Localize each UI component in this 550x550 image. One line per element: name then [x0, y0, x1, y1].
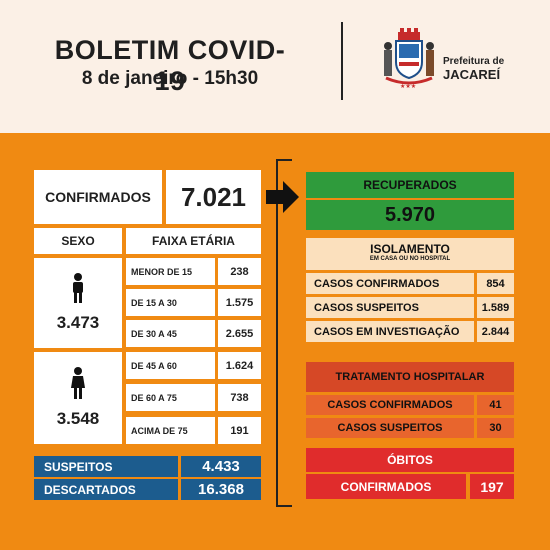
isolamento-row-value: 854 — [477, 273, 514, 294]
recuperados-value: 5.970 — [306, 200, 514, 230]
sexo-header: SEXO — [34, 228, 122, 254]
female-icon — [71, 367, 85, 399]
arrow-right-icon — [266, 190, 284, 204]
suspeitos-label: SUSPEITOS — [34, 456, 178, 477]
isolamento-row-label: CASOS EM INVESTIGAÇÃO — [306, 321, 474, 342]
age-row-value: 738 — [218, 384, 261, 411]
logo-line-2: JACAREÍ — [443, 67, 501, 82]
age-row-label: MENOR DE 15 — [126, 258, 215, 285]
age-row-value: 191 — [218, 417, 261, 444]
confirmados-value: 7.021 — [166, 170, 261, 224]
male-value: 3.473 — [56, 313, 100, 332]
descartados-value: 16.368 — [181, 479, 261, 500]
obitos-value: 197 — [470, 474, 514, 499]
header-banner: BOLETIM COVID-19 8 de janeiro - 15h30 ★★… — [0, 0, 550, 133]
logo-line-1: Prefeitura de — [443, 56, 505, 67]
age-row-label: DE 30 A 45 — [126, 320, 215, 347]
faixa-etaria-header: FAIXA ETÁRIA — [126, 228, 261, 254]
age-row-label: ACIMA DE 75 — [126, 417, 215, 444]
svg-text:★★★: ★★★ — [400, 83, 416, 90]
male-icon — [73, 273, 83, 303]
isolamento-header: ISOLAMENTO EM CASA OU NO HOSPITAL — [306, 238, 514, 270]
tratamento-row-label: CASOS CONFIRMADOS — [306, 395, 474, 415]
age-row-value: 1.624 — [218, 352, 261, 379]
tratamento-header: TRATAMENTO HOSPITALAR — [306, 362, 514, 392]
obitos-header: ÓBITOS — [306, 448, 514, 472]
isolamento-row-value: 2.844 — [477, 321, 514, 342]
obitos-label: CONFIRMADOS — [306, 474, 466, 499]
age-row-label: DE 15 A 30 — [126, 289, 215, 316]
header-divider — [341, 22, 343, 100]
age-row-label: DE 45 A 60 — [126, 352, 215, 379]
tratamento-row-value: 41 — [477, 395, 514, 415]
city-crest-icon: ★★★ — [384, 28, 434, 90]
age-row-value: 2.655 — [218, 320, 261, 347]
page-subtitle: 8 de janeiro - 15h30 — [81, 68, 259, 89]
isolamento-subtitle: EM CASA OU NO HOSPITAL — [369, 256, 451, 262]
age-row-label: DE 60 A 75 — [126, 384, 215, 411]
right-bracket — [276, 159, 292, 507]
confirmados-label: CONFIRMADOS — [34, 170, 162, 224]
isolamento-title: ISOLAMENTO — [370, 242, 450, 256]
page-title: BOLETIM COVID-19 — [54, 35, 286, 96]
recuperados-label: RECUPERADOS — [306, 172, 514, 198]
tratamento-row-value: 30 — [477, 418, 514, 438]
arrow-right-icon-head — [283, 181, 299, 213]
male-card: 3.473 — [34, 258, 122, 348]
isolamento-row-label: CASOS CONFIRMADOS — [306, 273, 474, 294]
age-row-value: 1.575 — [218, 289, 261, 316]
female-value: 3.548 — [56, 409, 100, 428]
tratamento-row-label: CASOS SUSPEITOS — [306, 418, 474, 438]
descartados-label: DESCARTADOS — [34, 479, 178, 500]
suspeitos-value: 4.433 — [181, 456, 261, 477]
female-card: 3.548 — [34, 352, 122, 444]
age-row-value: 238 — [218, 258, 261, 285]
isolamento-row-label: CASOS SUSPEITOS — [306, 297, 474, 318]
isolamento-row-value: 1.589 — [477, 297, 514, 318]
